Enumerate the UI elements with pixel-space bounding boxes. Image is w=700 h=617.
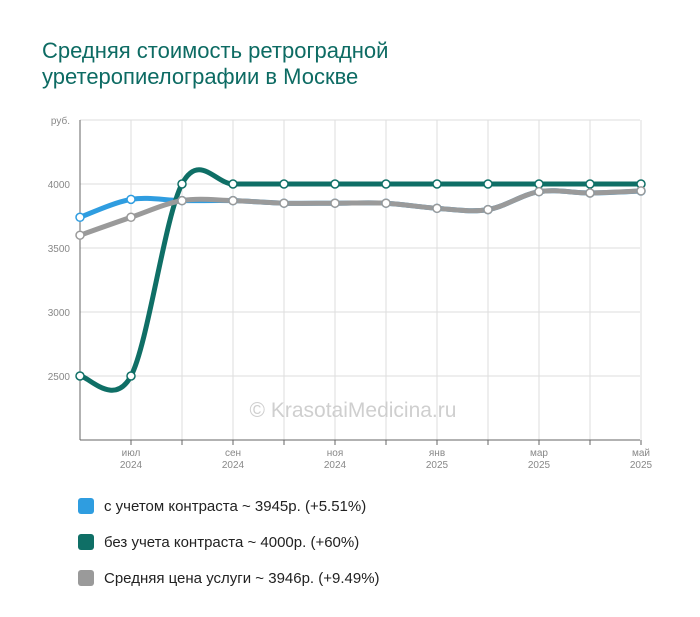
legend-label: с учетом контраста ~ 3945р. (+5.51%)	[104, 497, 367, 515]
x-tick-year: 2025	[426, 460, 449, 471]
data-point-s3	[75, 230, 85, 240]
watermark-text: © KrasotaiMedicina.ru	[250, 399, 457, 422]
data-point-s1	[75, 212, 85, 223]
x-tick-year: 2025	[630, 460, 653, 471]
y-tick-label: 3000	[48, 308, 71, 319]
chart-grid	[80, 119, 642, 440]
data-point-s2	[228, 179, 238, 189]
legend-label: без учета контраста ~ 4000р. (+60%)	[104, 533, 360, 551]
data-point-s3	[381, 198, 391, 208]
legend-label: Средняя цена услуги ~ 3946р. (+9.49%)	[104, 569, 380, 587]
y-tick-label: 4000	[48, 180, 71, 191]
data-point-s3	[534, 186, 544, 197]
data-point-s3	[228, 195, 238, 206]
x-tick-month: май	[632, 448, 650, 459]
legend-swatch-gray	[78, 570, 94, 586]
data-point-s2	[483, 179, 493, 189]
chart-points	[75, 179, 646, 381]
chart-title: Средняя стоимость ретроградной уретеропи…	[42, 38, 389, 89]
legend-item-without-contrast[interactable]: без учета контраста ~ 4000р. (+60%)	[78, 524, 380, 560]
data-point-s3	[177, 195, 187, 206]
data-point-s3	[483, 204, 493, 215]
x-tick-year: 2024	[222, 460, 245, 471]
data-point-s2	[279, 179, 289, 189]
data-point-s3	[126, 212, 136, 223]
x-tick-year: 2025	[528, 460, 551, 471]
legend-swatch-blue	[78, 498, 94, 514]
data-point-s2	[534, 179, 544, 189]
y-tick-label: 3500	[48, 244, 71, 255]
legend-swatch-teal	[78, 534, 94, 550]
data-point-s3	[279, 198, 289, 208]
x-tick-year: 2024	[324, 460, 347, 471]
data-point-s2	[585, 179, 595, 189]
chart-tick-labels: 2500300035004000руб.июл2024сен2024ноя202…	[48, 115, 653, 471]
x-tick-year: 2024	[120, 460, 143, 471]
data-point-s1	[126, 194, 136, 205]
y-tick-label: 2500	[48, 372, 71, 383]
data-point-s3	[636, 186, 646, 196]
x-tick-month: ноя	[327, 448, 344, 459]
data-point-s2	[75, 371, 85, 381]
chart-series	[77, 167, 644, 393]
data-point-s3	[432, 203, 442, 214]
x-tick-month: июл	[122, 448, 141, 459]
data-point-s2	[330, 179, 340, 189]
chart-legend: с учетом контраста ~ 3945р. (+5.51%) без…	[78, 488, 380, 596]
data-point-s2	[177, 179, 187, 189]
y-unit-label: руб.	[51, 115, 70, 127]
data-point-s2	[432, 179, 442, 189]
x-tick-month: мар	[530, 448, 548, 459]
data-point-s3	[585, 188, 595, 198]
legend-item-with-contrast[interactable]: с учетом контраста ~ 3945р. (+5.51%)	[78, 488, 380, 524]
legend-item-average-price[interactable]: Средняя цена услуги ~ 3946р. (+9.49%)	[78, 560, 380, 596]
data-point-s2	[381, 179, 391, 189]
chart-axes	[79, 120, 642, 445]
data-point-s3	[330, 198, 340, 208]
data-point-s2	[126, 371, 136, 381]
line-chart: © KrasotaiMedicina.ru 2500 3000 3500 4000 ру…	[48, 115, 653, 471]
x-tick-month: сен	[225, 448, 241, 459]
x-tick-month: янв	[429, 448, 445, 459]
